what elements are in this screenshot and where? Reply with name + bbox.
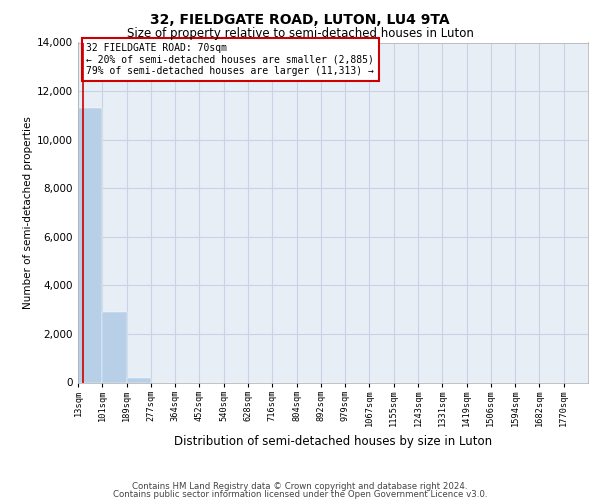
- Text: 32, FIELDGATE ROAD, LUTON, LU4 9TA: 32, FIELDGATE ROAD, LUTON, LU4 9TA: [150, 12, 450, 26]
- X-axis label: Distribution of semi-detached houses by size in Luton: Distribution of semi-detached houses by …: [174, 434, 492, 448]
- Text: Contains HM Land Registry data © Crown copyright and database right 2024.: Contains HM Land Registry data © Crown c…: [132, 482, 468, 491]
- Bar: [127, 378, 151, 382]
- Text: Contains public sector information licensed under the Open Government Licence v3: Contains public sector information licen…: [113, 490, 487, 499]
- Bar: [78, 108, 102, 382]
- Text: Size of property relative to semi-detached houses in Luton: Size of property relative to semi-detach…: [127, 28, 473, 40]
- Y-axis label: Number of semi-detached properties: Number of semi-detached properties: [23, 116, 33, 309]
- Bar: [102, 312, 127, 382]
- Text: 32 FIELDGATE ROAD: 70sqm
← 20% of semi-detached houses are smaller (2,885)
79% o: 32 FIELDGATE ROAD: 70sqm ← 20% of semi-d…: [86, 43, 374, 76]
